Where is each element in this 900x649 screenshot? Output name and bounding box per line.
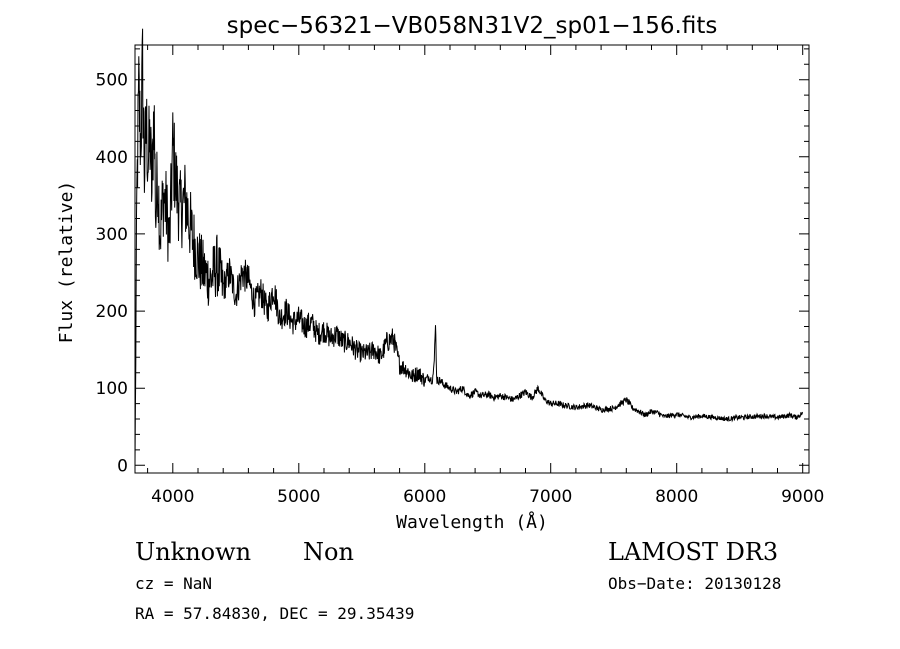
- chart-title: spec−56321−VB058N31V2_sp01−156.fits: [227, 13, 718, 39]
- x-tick-label: 8000: [655, 487, 698, 507]
- y-tick-label: 100: [96, 379, 128, 399]
- y-tick-label: 400: [96, 148, 128, 168]
- plot-frame: [134, 44, 810, 474]
- x-tick-label: 9000: [781, 487, 824, 507]
- y-tick-label: 500: [96, 71, 128, 91]
- x-tick-label: 7000: [529, 487, 572, 507]
- y-axis-label: Flux (relative): [56, 181, 77, 344]
- redshift-cz: cz = NaN: [135, 574, 213, 593]
- survey-name: LAMOST DR3: [608, 538, 779, 566]
- x-tick-label: 6000: [403, 487, 446, 507]
- object-subclass: Non: [303, 538, 354, 566]
- x-tick-label: 5000: [277, 487, 320, 507]
- object-class: Unknown: [135, 538, 252, 566]
- x-axis-label: Wavelength (Å): [396, 511, 548, 533]
- tick-marks: [135, 45, 809, 473]
- coordinates: RA = 57.84830, DEC = 29.35439: [135, 604, 415, 623]
- axis-ticks: [135, 45, 809, 473]
- x-tick-labels: 4000 5000 6000 7000 8000 9000: [151, 487, 824, 507]
- obs-date: Obs−Date: 20130128: [608, 574, 782, 593]
- y-tick-label: 0: [117, 456, 128, 476]
- y-tick-label: 300: [96, 225, 128, 245]
- y-tick-label: 200: [96, 302, 128, 322]
- spectrum-line: [134, 28, 803, 466]
- x-tick-label: 4000: [151, 487, 194, 507]
- y-tick-labels: 0 100 200 300 400 500: [96, 71, 128, 477]
